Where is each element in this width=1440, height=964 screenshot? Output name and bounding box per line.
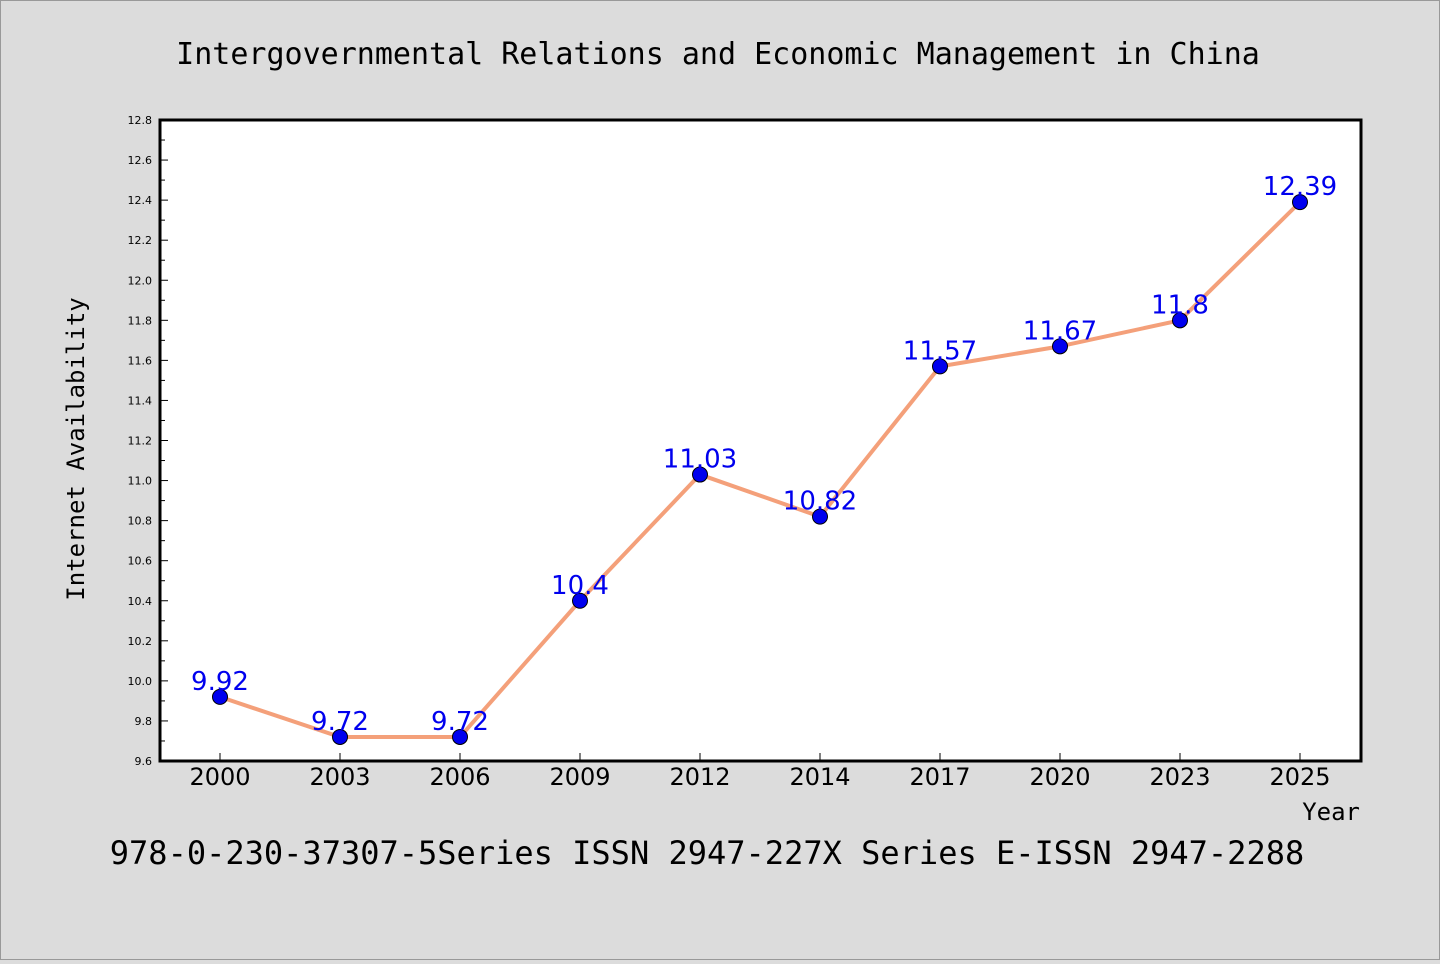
data-label: 10.82 <box>783 487 857 517</box>
y-axis-label: Internet Availability <box>62 297 90 600</box>
y-tick-label: 9.6 <box>135 755 153 768</box>
chart-title: Intergovernmental Relations and Economic… <box>176 37 1260 72</box>
y-tick-label: 10.0 <box>128 675 153 688</box>
series-line <box>219 200 1302 739</box>
data-label: 11.8 <box>1151 290 1209 320</box>
y-tick-label: 9.8 <box>135 715 153 728</box>
data-label: 11.03 <box>663 445 737 475</box>
y-tick-label: 11.0 <box>128 475 153 488</box>
x-axis-label: Year <box>1302 798 1360 826</box>
data-point <box>932 358 948 375</box>
y-tick-label: 12.4 <box>128 194 153 207</box>
data-label: 9.72 <box>311 707 369 737</box>
data-point <box>692 466 708 483</box>
data-point <box>812 508 828 525</box>
y-tick-label: 11.8 <box>128 314 153 327</box>
x-tick-label: 2000 <box>189 763 250 791</box>
y-tick-label: 10.2 <box>128 635 153 648</box>
y-tick-label: 11.6 <box>128 354 153 367</box>
data-label: 11.67 <box>1023 316 1097 346</box>
x-tick-label: 2025 <box>1269 763 1330 791</box>
data-point <box>332 728 348 745</box>
data-point <box>1292 194 1308 211</box>
y-tick-label: 10.8 <box>128 515 153 528</box>
y-tick-label: 10.4 <box>128 595 153 608</box>
x-tick-label: 2023 <box>1149 763 1210 791</box>
x-tick-label: 2017 <box>909 763 970 791</box>
y-tick-label: 12.8 <box>128 114 153 127</box>
x-tick-label: 2009 <box>549 763 610 791</box>
data-label: 9.72 <box>431 707 489 737</box>
data-label: 11.57 <box>903 336 977 366</box>
y-axis: 9.6 9.8 10.0 10.2 10.4 10.6 10.8 11.0 11.2 11.4 11… <box>128 114 168 768</box>
data-label-group: 9.92 9.72 9.72 10.4 11.03 10.82 11.57 11.67 11.8… <box>191 172 1337 737</box>
data-point <box>572 592 588 609</box>
y-tick-label: 11.2 <box>128 435 153 448</box>
y-tick-label: 11.4 <box>128 394 153 407</box>
y-tick-label: 12.0 <box>128 274 153 287</box>
data-point <box>212 688 228 705</box>
y-tick-label: 10.6 <box>128 555 153 568</box>
x-axis: 2000 2003 2006 2009 2012 2014 2017 2020 2023 2025 <box>189 753 1331 791</box>
data-point <box>1172 312 1188 329</box>
plot-area <box>158 118 1363 763</box>
y-tick-label: 12.6 <box>128 154 153 167</box>
x-tick-label: 2006 <box>429 763 490 791</box>
x-tick-label: 2020 <box>1029 763 1090 791</box>
data-label: 12.39 <box>1263 172 1337 202</box>
x-tick-label: 2012 <box>669 763 730 791</box>
y-tick-label: 12.2 <box>128 234 153 247</box>
series-line-group <box>212 194 1308 745</box>
data-point <box>1052 338 1068 355</box>
x-tick-label: 2014 <box>789 763 850 791</box>
footer-identifier-text: 978-0-230-37307-5Series ISSN 2947-227X S… <box>110 834 1304 872</box>
data-point <box>452 728 468 745</box>
data-label: 10.4 <box>551 571 609 601</box>
x-tick-label: 2003 <box>309 763 370 791</box>
data-label: 9.92 <box>191 667 249 697</box>
